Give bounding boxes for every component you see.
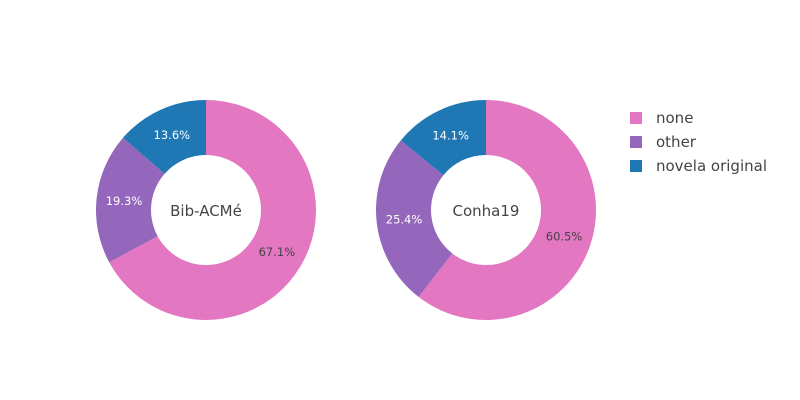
legend-item-novela-original[interactable]: novela original — [630, 154, 767, 178]
legend-label-none: none — [656, 109, 694, 127]
slice-conha19-none[interactable] — [418, 100, 596, 320]
slice-bib-acm-none[interactable] — [109, 100, 316, 320]
slice-bib-acm-novela-original[interactable] — [123, 100, 206, 174]
slice-label-bib-acm-other: 19.3% — [106, 194, 143, 208]
legend-label-other: other — [656, 133, 696, 151]
donut-bib-acm: 67.1% 19.3% 13.6% Bib-ACMé — [96, 100, 316, 320]
slice-label-conha19-none: 60.5% — [546, 230, 583, 244]
legend-label-novela-original: novela original — [656, 157, 767, 175]
slice-label-bib-acm-novela-original: 13.6% — [154, 128, 191, 142]
legend-swatch-novela-original — [630, 160, 642, 172]
legend: none other novela original — [630, 106, 767, 178]
center-label-conha19: Conha19 — [453, 202, 520, 220]
legend-item-none[interactable]: none — [630, 106, 767, 130]
legend-swatch-other — [630, 136, 642, 148]
legend-swatch-none — [630, 112, 642, 124]
slice-bib-acm-other[interactable] — [96, 137, 165, 263]
legend-item-other[interactable]: other — [630, 130, 767, 154]
center-label-bib-acm: Bib-ACMé — [170, 202, 242, 220]
donut-conha19: 60.5% 25.4% 14.1% Conha19 — [376, 100, 596, 320]
slice-label-bib-acm-none: 67.1% — [259, 245, 296, 259]
slice-label-conha19-novela-original: 14.1% — [432, 128, 469, 142]
slice-label-conha19-other: 25.4% — [386, 212, 423, 226]
slice-conha19-other[interactable] — [376, 140, 453, 297]
slice-conha19-novela-original[interactable] — [400, 100, 486, 176]
